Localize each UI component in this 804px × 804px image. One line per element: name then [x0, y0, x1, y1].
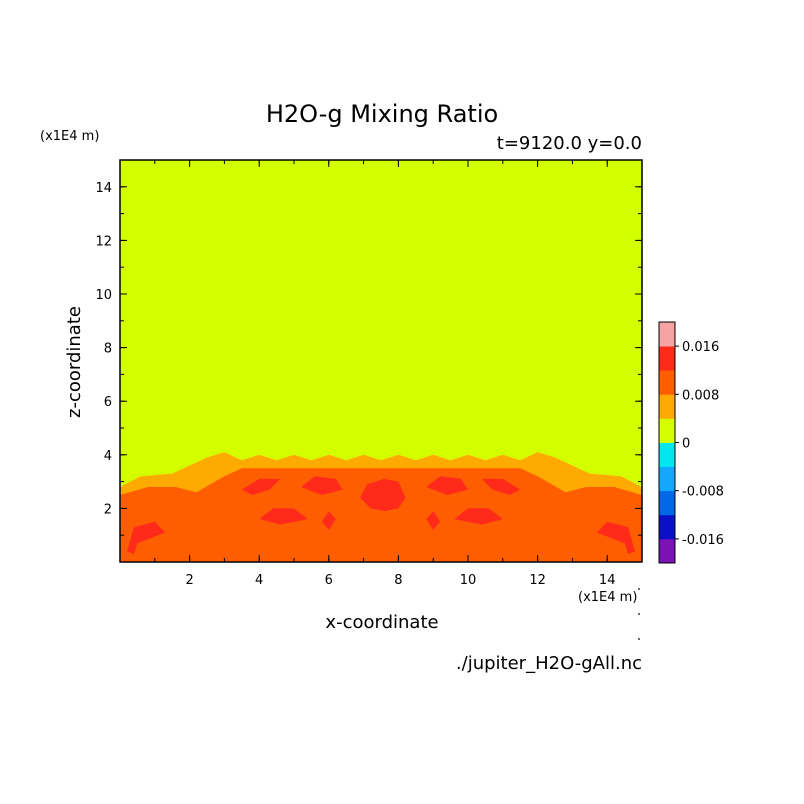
- colorbar-label: -0.016: [682, 533, 724, 548]
- y-tick-label: 4: [104, 449, 112, 464]
- x-tick-label: 4: [255, 573, 263, 588]
- colorbar-label: 0.008: [682, 388, 719, 403]
- x-axis-label: x-coordinate: [325, 612, 438, 633]
- contour-region: [426, 511, 441, 530]
- y-tick-label: 8: [104, 342, 112, 357]
- plot-frame: [119, 159, 643, 563]
- contour-region: [481, 478, 521, 495]
- x-tick-label: 14: [599, 573, 616, 588]
- colorbar-swatch: [659, 394, 675, 419]
- marker-dot: [638, 613, 640, 615]
- contour-region: [596, 521, 635, 554]
- contour-region: [301, 476, 343, 495]
- contour-region: [259, 508, 308, 525]
- contour-region: [241, 478, 281, 495]
- x-tick-label: 2: [185, 573, 193, 588]
- y-tick-label: 14: [95, 181, 112, 196]
- marker-dot: [638, 638, 640, 640]
- contour-region: [426, 476, 468, 495]
- colorbar-swatch: [659, 538, 675, 564]
- colorbar-label: -0.008: [682, 485, 724, 500]
- colorbar-swatch: [659, 418, 675, 443]
- source-filename: ./jupiter_H2O-gAll.nc: [456, 653, 642, 674]
- colorbar-swatch: [659, 490, 675, 516]
- colorbar-swatch: [659, 322, 675, 347]
- x-tick-label: 8: [394, 573, 402, 588]
- colorbar-swatch: [659, 466, 675, 492]
- contour-region: [321, 511, 336, 530]
- marker-dot: [638, 588, 640, 590]
- y-tick-label: 10: [95, 288, 112, 303]
- x-tick-label: 10: [460, 573, 477, 588]
- x-unit-label: (x1E4 m): [578, 590, 637, 605]
- contour-region: [360, 478, 406, 512]
- x-axis: 2 4 6 8 10 12 14: [154, 160, 616, 588]
- colorbar-swatch: [659, 346, 675, 371]
- y-axis: 2 4 6 8 10 12 14: [95, 181, 642, 536]
- colorbar-swatch: [659, 442, 675, 467]
- colorbar: -0.016 -0.008 0 0.008 0.016: [658, 321, 724, 564]
- contour-region: [127, 521, 166, 554]
- colorbar-label: 0.016: [682, 340, 719, 355]
- chart-title: H2O-g Mixing Ratio: [266, 100, 498, 128]
- plot-area: [120, 160, 642, 562]
- contour-region: [454, 508, 503, 525]
- y-tick-label: 12: [95, 234, 112, 249]
- chart-subtitle: t=9120.0 y=0.0: [497, 133, 642, 154]
- x-tick-label: 12: [529, 573, 546, 588]
- colorbar-swatch: [659, 370, 675, 395]
- y-tick-label: 2: [104, 502, 112, 517]
- x-tick-label: 6: [325, 573, 333, 588]
- y-tick-label: 6: [104, 395, 112, 410]
- y-axis-label: z-coordinate: [64, 306, 85, 418]
- colorbar-swatch: [659, 514, 675, 540]
- y-unit-label: (x1E4 m): [40, 129, 99, 144]
- colorbar-label: 0: [682, 437, 690, 452]
